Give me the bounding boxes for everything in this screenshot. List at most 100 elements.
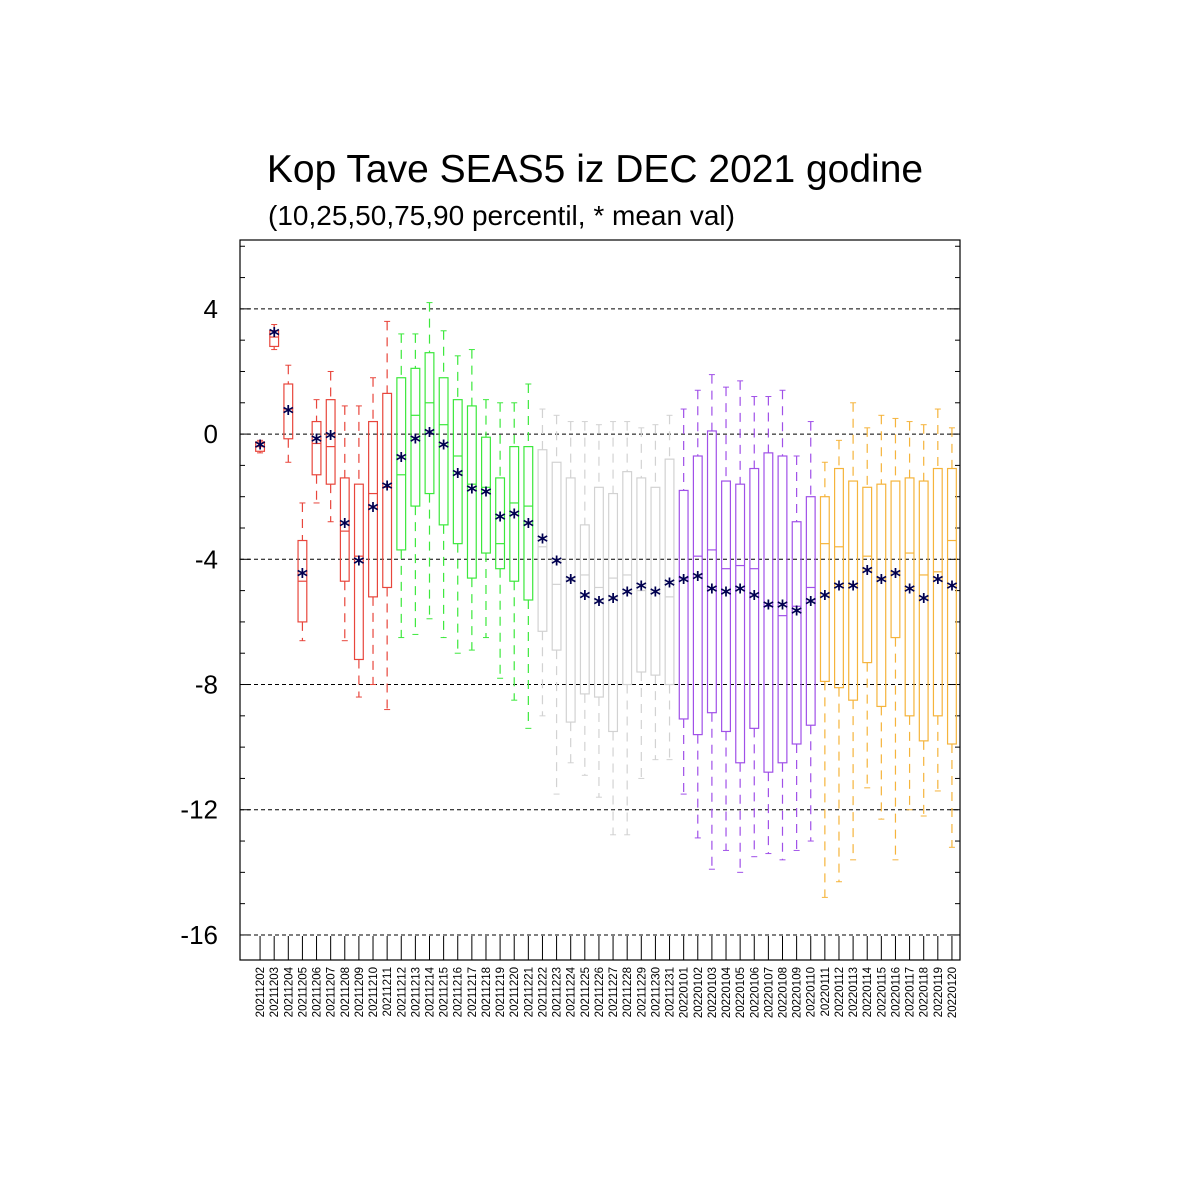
x-tick-label: 20211228: [622, 967, 634, 1017]
x-tick-label: 20211218: [481, 967, 493, 1017]
mean-marker: *: [579, 587, 590, 611]
box: [523, 446, 534, 601]
box: [509, 446, 520, 582]
y-tick-label: 4: [204, 294, 218, 324]
y-tick-label: -4: [195, 544, 218, 574]
box: [735, 483, 746, 764]
box: [904, 477, 915, 717]
x-tick-label: 20211222: [537, 967, 549, 1017]
box: [396, 377, 407, 551]
mean-marker: *: [650, 584, 661, 608]
mean-marker: *: [297, 565, 308, 589]
x-tick-label: 20211220: [509, 967, 521, 1017]
x-tick-label: 20211223: [552, 967, 564, 1017]
mean-marker: *: [904, 581, 915, 605]
box: [819, 496, 830, 682]
y-tick-label: -8: [195, 670, 218, 700]
mean-marker: *: [410, 430, 421, 454]
x-tick-label: 20211226: [594, 967, 606, 1017]
x-tick-label: 20211219: [495, 967, 507, 1017]
x-tick-label: 20211204: [283, 966, 295, 1017]
mean-marker: *: [551, 552, 562, 576]
x-tick-label: 20211231: [665, 967, 677, 1017]
mean-marker: *: [311, 430, 322, 454]
mean-marker: *: [438, 437, 449, 461]
box: [593, 486, 604, 698]
x-tick-label: 20211206: [312, 967, 324, 1017]
mean-marker: *: [495, 509, 506, 533]
mean-marker: *: [636, 577, 647, 601]
box: [650, 486, 661, 676]
y-tick-label: -16: [180, 920, 218, 950]
box: [565, 477, 576, 723]
plot-frame: [239, 239, 961, 961]
box: [876, 483, 887, 708]
x-tick-label: 20211229: [636, 967, 648, 1017]
box: [269, 330, 280, 348]
mean-marker: *: [466, 480, 477, 504]
box: [805, 496, 816, 726]
mean-marker: *: [819, 587, 830, 611]
x-tick-label: 20220101: [679, 967, 691, 1018]
box: [551, 461, 562, 651]
mean-marker: *: [918, 590, 929, 614]
x-tick-label: 20220103: [707, 967, 719, 1018]
mean-marker: *: [452, 465, 463, 489]
box: [353, 483, 364, 661]
x-tick-label: 20211205: [297, 967, 309, 1017]
x-tick-label: 20220107: [763, 967, 775, 1018]
box: [749, 467, 760, 729]
box: [537, 449, 548, 632]
x-tick-label: 20211214: [425, 966, 437, 1017]
x-tick-label: 20220114: [862, 966, 874, 1017]
x-tick-label: 20220108: [778, 967, 790, 1018]
mean-marker: *: [777, 596, 788, 620]
mean-marker: *: [763, 596, 774, 620]
mean-marker: *: [424, 424, 435, 448]
mean-marker: *: [862, 562, 873, 586]
x-tick-label: 20211211: [382, 967, 394, 1016]
box: [495, 477, 506, 570]
mean-marker: *: [833, 577, 844, 601]
mean-marker: *: [735, 581, 746, 605]
mean-marker: *: [706, 581, 717, 605]
mean-marker: *: [876, 571, 887, 595]
x-tick-label: 20211225: [580, 967, 592, 1017]
mean-marker: *: [890, 565, 901, 589]
box: [706, 430, 717, 714]
x-tick-label: 20220102: [693, 967, 705, 1018]
box: [481, 436, 491, 554]
x-tick-label: 20211207: [326, 967, 338, 1017]
mean-marker: *: [353, 552, 364, 576]
box: [466, 405, 477, 579]
box: [763, 452, 774, 773]
box: [932, 467, 943, 717]
mean-marker: *: [622, 584, 633, 608]
x-tick-label: 20220113: [848, 967, 860, 1017]
mean-marker: *: [255, 437, 266, 461]
mean-marker: *: [269, 324, 280, 348]
box: [834, 467, 844, 689]
mean-marker: *: [368, 499, 379, 523]
mean-marker: *: [283, 402, 294, 426]
x-tick-label: 20220118: [919, 967, 931, 1017]
x-tick-label: 20211215: [439, 967, 451, 1017]
x-tick-label: 20211227: [608, 967, 620, 1017]
chart-title: Kop Tave SEAS5 iz DEC 2021 godine: [266, 148, 924, 191]
box: [791, 521, 802, 745]
x-tick-label: 20211224: [566, 966, 578, 1017]
box: [368, 420, 378, 598]
box: [325, 399, 336, 485]
box: [424, 352, 435, 495]
box: [608, 492, 619, 733]
mean-marker: *: [325, 427, 336, 451]
x-tick-label: 20211230: [650, 967, 662, 1017]
x-tick-label: 20220111: [820, 967, 832, 1016]
y-tick-label: 0: [204, 419, 218, 449]
x-tick-label: 20220110: [806, 967, 818, 1017]
x-tick-label: 20211203: [269, 967, 281, 1017]
mean-marker: *: [396, 449, 407, 473]
y-tick-label: -12: [180, 795, 218, 825]
box: [777, 455, 788, 764]
